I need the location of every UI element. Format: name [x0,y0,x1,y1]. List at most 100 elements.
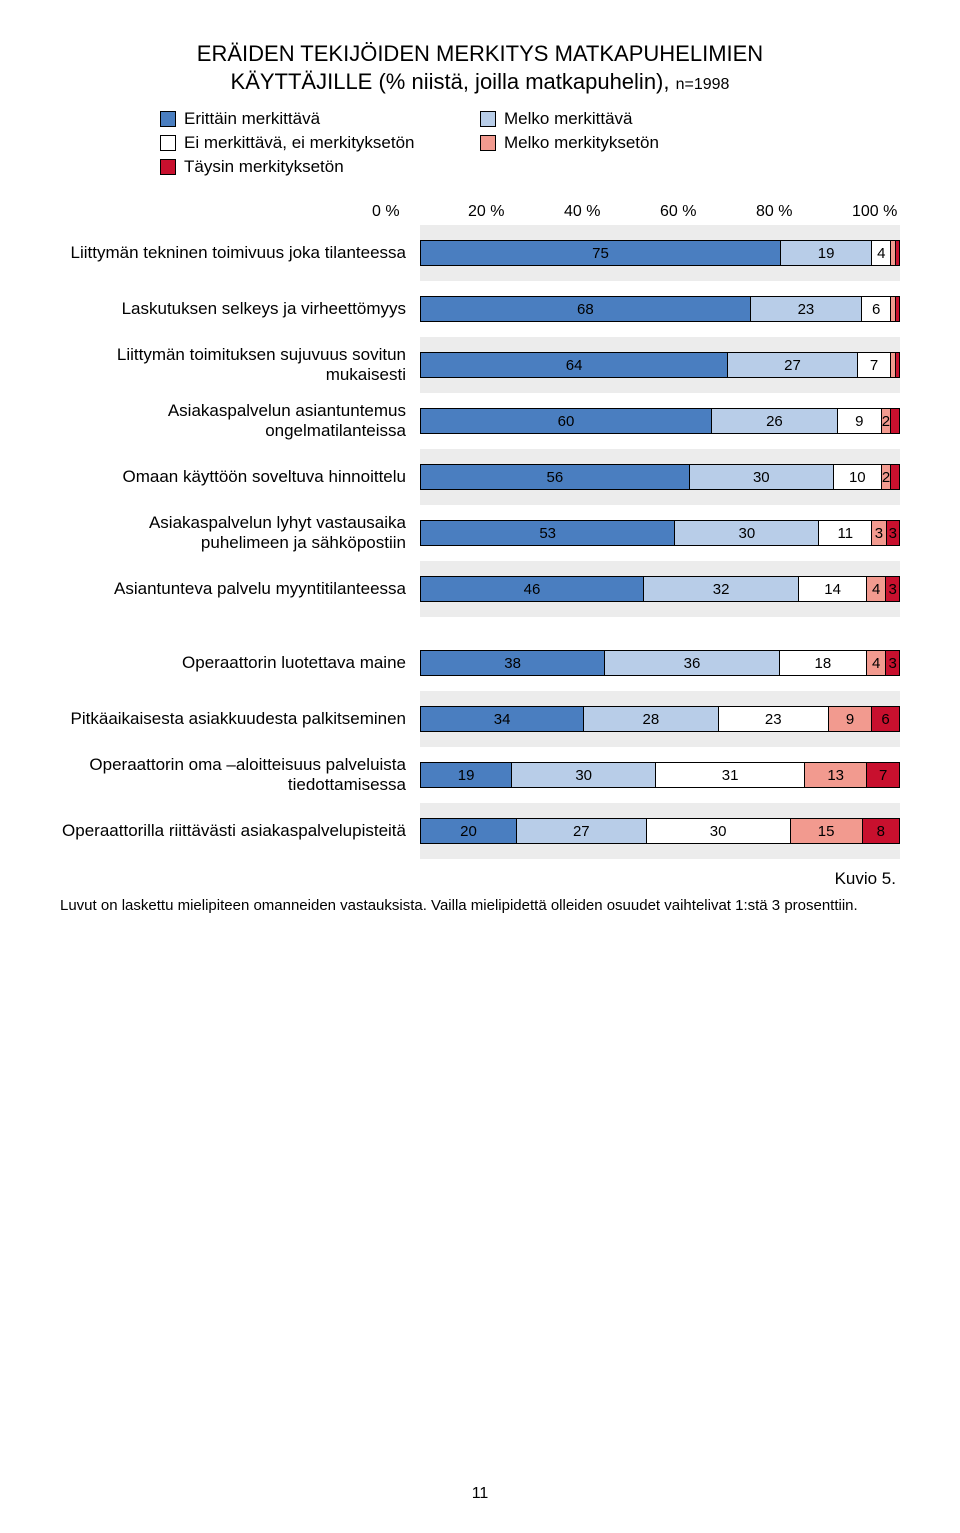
page: ERÄIDEN TEKIJÖIDEN MERKITYS MATKAPUHELIM… [0,0,960,1533]
axis-tick: 40 % [564,203,660,225]
bar-segment: 30 [646,818,790,844]
bar-row: 34282396 [420,691,900,747]
bar-segment: 13 [804,762,866,788]
x-axis: 0 %20 %40 %60 %80 %100 % [420,203,900,225]
bar-row: 75194 [420,225,900,281]
bar-segment: 18 [779,650,866,676]
bar-segment: 36 [604,650,779,676]
bar-segment: 68 [420,296,750,322]
bar-segment: 9 [837,408,881,434]
bar-segment: 38 [420,650,604,676]
footnote: Luvut on laskettu mielipiteen omanneiden… [60,897,900,914]
category-label: Asiakaspalvelun asiantuntemus ongelmatil… [60,401,420,442]
legend-label: Täysin merkityksetön [184,157,344,177]
bar-segment: 28 [583,706,717,732]
bar-row: 5630102 [420,449,900,505]
bar-row: 38361843 [420,635,900,691]
bar-segment: 2 [881,408,891,434]
bar-segment: 46 [420,576,643,602]
plot-area: 0 %20 %40 %60 %80 %100 % 751946823664277… [420,203,900,859]
bar-segment: 3 [886,520,900,546]
axis-tick: 60 % [660,203,756,225]
legend-label: Erittäin merkittävä [184,109,320,129]
swatch-fully-insignificant [160,159,176,175]
title-n: n=1998 [676,76,730,93]
chart-title: ERÄIDEN TEKIJÖIDEN MERKITYS MATKAPUHELIM… [60,40,900,95]
legend-item-neutral: Ei merkittävä, ei merkityksetön [160,131,480,155]
axis-tick: 0 % [372,203,468,225]
axis-tick: 80 % [756,203,852,225]
chart: Liittymän tekninen toimivuus joka tilant… [60,203,900,859]
bar-segment: 26 [711,408,837,434]
bar-segment: 7 [857,352,891,378]
bar-segment: 4 [866,576,885,602]
bar-segment: 6 [871,706,900,732]
bar-segment: 20 [420,818,516,844]
legend-label: Ei merkittävä, ei merkityksetön [184,133,415,153]
legend-label: Melko merkityksetön [504,133,659,153]
bar-row: 602692 [420,393,900,449]
axis-tick: 100 % [852,203,948,221]
bar-segment: 27 [727,352,857,378]
bar-row: 46321443 [420,561,900,617]
category-label: Operaattorin luotettava maine [60,653,420,673]
bar-segment: 30 [689,464,833,490]
bar-segment [895,240,900,266]
bar-segment: 31 [655,762,804,788]
bar-segment: 14 [798,576,866,602]
page-number: 11 [0,1485,960,1503]
legend-label: Melko merkittävä [504,109,632,129]
bar-segment: 64 [420,352,727,378]
bar-segment: 3 [885,576,900,602]
bar-segment: 6 [861,296,890,322]
y-axis-labels: Liittymän tekninen toimivuus joka tilant… [60,203,420,859]
bar-segment: 23 [718,706,828,732]
swatch-quite-insignificant [480,135,496,151]
legend: Erittäin merkittävä Melko merkittävä Ei … [160,107,800,179]
swatch-neutral [160,135,176,151]
category-label: Pitkäaikaisesta asiakkuudesta palkitsemi… [60,709,420,729]
bar-segment: 34 [420,706,583,732]
bar-row: 53301133 [420,505,900,561]
legend-item-quite-insignificant: Melko merkityksetön [480,131,800,155]
swatch-very-significant [160,111,176,127]
swatch-quite-significant [480,111,496,127]
bar-segment: 3 [885,650,900,676]
category-label: Asiantunteva palvelu myyntitilanteessa [60,579,420,599]
bar-segment: 30 [511,762,655,788]
category-label: Operaattorin oma –aloitteisuus palveluis… [60,755,420,796]
bar-row: 202730158 [420,803,900,859]
title-line2: KÄYTTÄJILLE (% niistä, joilla matkapuhel… [231,69,676,94]
bar-segment: 7 [866,762,900,788]
bar-segment: 30 [674,520,818,546]
bar-segment: 3 [871,520,885,546]
bar-segment: 19 [780,240,871,266]
bar-segment [895,296,900,322]
bar-segment: 15 [790,818,862,844]
legend-item-very-significant: Erittäin merkittävä [160,107,480,131]
bar-row: 64277 [420,337,900,393]
bar-segment: 19 [420,762,511,788]
category-label: Omaan käyttöön soveltuva hinnoittelu [60,467,420,487]
bar-segment: 56 [420,464,689,490]
figure-number: Kuvio 5. [60,869,900,889]
axis-tick: 20 % [468,203,564,225]
bar-row: 68236 [420,281,900,337]
bar-segment: 23 [750,296,862,322]
title-line1: ERÄIDEN TEKIJÖIDEN MERKITYS MATKAPUHELIM… [197,41,763,66]
bar-segment: 53 [420,520,674,546]
bar-segment: 27 [516,818,646,844]
category-label: Liittymän toimituksen sujuvuus sovitun m… [60,345,420,386]
bar-segment: 8 [862,818,900,844]
legend-item-fully-insignificant: Täysin merkityksetön [160,155,480,179]
bar-segment: 60 [420,408,711,434]
category-label: Asiakaspalvelun lyhyt vastausaika puheli… [60,513,420,554]
bar-segment: 4 [871,240,890,266]
bar-segment: 2 [881,464,891,490]
legend-item-quite-significant: Melko merkittävä [480,107,800,131]
bar-segment: 32 [643,576,798,602]
bar-segment [890,464,900,490]
bar-segment [895,352,900,378]
bar-segment [890,408,900,434]
category-label: Operaattorilla riittävästi asiakaspalvel… [60,821,420,841]
